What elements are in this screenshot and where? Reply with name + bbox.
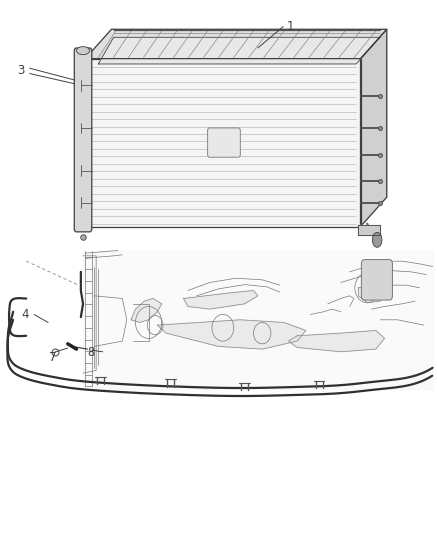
Ellipse shape xyxy=(76,47,90,55)
FancyBboxPatch shape xyxy=(208,128,240,157)
Polygon shape xyxy=(85,59,361,227)
Text: 4: 4 xyxy=(21,308,28,321)
Polygon shape xyxy=(358,285,385,303)
FancyBboxPatch shape xyxy=(74,48,92,232)
Polygon shape xyxy=(131,298,162,322)
Polygon shape xyxy=(361,29,387,227)
Polygon shape xyxy=(157,320,306,349)
FancyBboxPatch shape xyxy=(361,260,392,300)
Polygon shape xyxy=(98,37,380,64)
Polygon shape xyxy=(85,29,387,59)
Polygon shape xyxy=(83,251,433,389)
Text: 8: 8 xyxy=(87,346,95,359)
Polygon shape xyxy=(288,330,385,352)
Text: 3: 3 xyxy=(17,64,25,77)
Text: 1: 1 xyxy=(286,20,294,33)
Polygon shape xyxy=(358,225,380,235)
Ellipse shape xyxy=(372,232,382,247)
Text: 7: 7 xyxy=(49,351,57,364)
Polygon shape xyxy=(184,290,258,309)
